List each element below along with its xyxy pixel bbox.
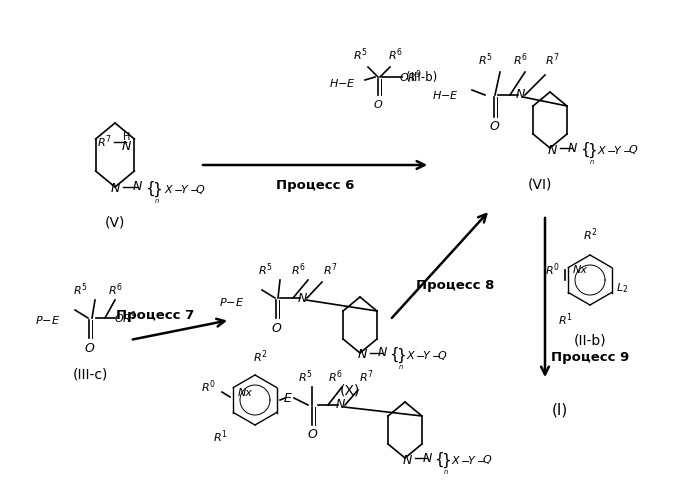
Text: N: N	[402, 454, 412, 466]
Text: $R^6$: $R^6$	[388, 46, 402, 64]
Text: $L_2$: $L_2$	[616, 281, 628, 295]
Text: $Y$: $Y$	[422, 349, 432, 361]
Text: $R^7$: $R^7$	[545, 52, 560, 68]
Text: $-$: $-$	[189, 184, 199, 194]
Text: N: N	[122, 140, 131, 153]
Text: $R^7$: $R^7$	[97, 134, 112, 150]
Text: O: O	[271, 322, 281, 334]
Text: H$-$E: H$-$E	[329, 77, 356, 89]
Text: $-$: $-$	[415, 350, 425, 360]
Text: $R^5$: $R^5$	[72, 282, 88, 298]
Text: $_n$: $_n$	[154, 196, 160, 206]
Text: $X$: $X$	[597, 144, 607, 156]
Text: $R^6$: $R^6$	[328, 368, 342, 386]
Text: $\}$: $\}$	[152, 181, 162, 199]
Text: $X$: $X$	[451, 454, 461, 466]
Text: $\}$: $\}$	[587, 142, 597, 160]
Text: $R^5$: $R^5$	[353, 46, 367, 64]
Text: $R^5$: $R^5$	[477, 52, 492, 68]
Text: $-$: $-$	[606, 145, 616, 155]
Text: Nx: Nx	[237, 388, 253, 398]
Text: (X): (X)	[340, 383, 361, 397]
Text: $R^1$: $R^1$	[213, 428, 228, 446]
Text: $-$: $-$	[622, 145, 632, 155]
Text: $Y$: $Y$	[180, 183, 190, 195]
Text: Процесс 6: Процесс 6	[276, 178, 354, 192]
Text: N: N	[132, 180, 142, 194]
Text: N: N	[357, 348, 367, 362]
Text: $-$: $-$	[460, 455, 470, 465]
Text: $-$: $-$	[431, 350, 441, 360]
Text: $\}$: $\}$	[441, 452, 451, 470]
Text: $X$: $X$	[406, 349, 416, 361]
Text: OR$^9$: OR$^9$	[399, 68, 422, 86]
Text: $R^6$: $R^6$	[512, 52, 528, 68]
Text: N: N	[567, 142, 577, 154]
Text: (III-c): (III-c)	[72, 368, 108, 382]
Text: $R^2$: $R^2$	[253, 348, 267, 366]
Text: Nx: Nx	[573, 265, 587, 275]
Text: $_n$: $_n$	[398, 362, 404, 372]
Text: $R^5$: $R^5$	[298, 368, 313, 386]
Text: N: N	[297, 292, 307, 304]
Text: N: N	[110, 182, 120, 196]
Text: $R^0$: $R^0$	[200, 378, 216, 396]
Text: (III-b): (III-b)	[406, 70, 438, 84]
Text: Процесс 9: Процесс 9	[551, 352, 629, 364]
Text: $R^6$: $R^6$	[290, 262, 306, 278]
Text: O: O	[489, 120, 499, 134]
Text: OR$^9$: OR$^9$	[113, 310, 136, 326]
Text: Процесс 8: Процесс 8	[416, 278, 494, 291]
Text: $R^7$: $R^7$	[323, 262, 338, 278]
Text: $\{$: $\{$	[434, 451, 444, 469]
Text: P$-$E: P$-$E	[35, 314, 61, 326]
Text: N: N	[335, 398, 345, 411]
Text: N: N	[422, 452, 432, 464]
Text: $Q$: $Q$	[437, 348, 447, 362]
Text: $_n$: $_n$	[443, 467, 449, 477]
Text: $Q$: $Q$	[628, 144, 638, 156]
Text: $R^2$: $R^2$	[583, 226, 597, 244]
Text: $_n$: $_n$	[589, 157, 595, 167]
Text: $\}$: $\}$	[396, 347, 406, 365]
Text: $Q$: $Q$	[482, 454, 492, 466]
Text: $Y$: $Y$	[613, 144, 623, 156]
Text: $Q$: $Q$	[195, 182, 205, 196]
Text: $R^5$: $R^5$	[258, 262, 272, 278]
Text: $R^6$: $R^6$	[108, 282, 122, 298]
Text: $-$: $-$	[476, 455, 486, 465]
Text: O: O	[307, 428, 317, 442]
Text: Процесс 7: Процесс 7	[116, 308, 194, 322]
Text: N: N	[515, 88, 525, 102]
Text: $Y$: $Y$	[467, 454, 477, 466]
Text: (VI): (VI)	[528, 178, 552, 192]
Text: N: N	[377, 346, 387, 360]
Text: (V): (V)	[105, 216, 125, 230]
Text: $\{$: $\{$	[145, 180, 155, 198]
Text: (II-b): (II-b)	[574, 333, 606, 347]
Text: $X$: $X$	[164, 183, 174, 195]
Text: $R^0$: $R^0$	[544, 262, 560, 278]
Text: $\{$: $\{$	[389, 346, 399, 364]
Text: $R^7$: $R^7$	[358, 368, 373, 386]
Text: H: H	[122, 132, 130, 142]
Text: E: E	[284, 392, 292, 404]
Text: (I): (I)	[552, 402, 568, 417]
Text: N: N	[547, 144, 557, 156]
Text: $R^1$: $R^1$	[557, 312, 572, 328]
Text: H$-$E: H$-$E	[432, 89, 459, 101]
Text: $\{$: $\{$	[580, 141, 590, 159]
Text: P$-$E: P$-$E	[219, 296, 244, 308]
Text: O: O	[84, 342, 94, 354]
Text: $-$: $-$	[173, 184, 183, 194]
Text: O: O	[374, 100, 382, 110]
